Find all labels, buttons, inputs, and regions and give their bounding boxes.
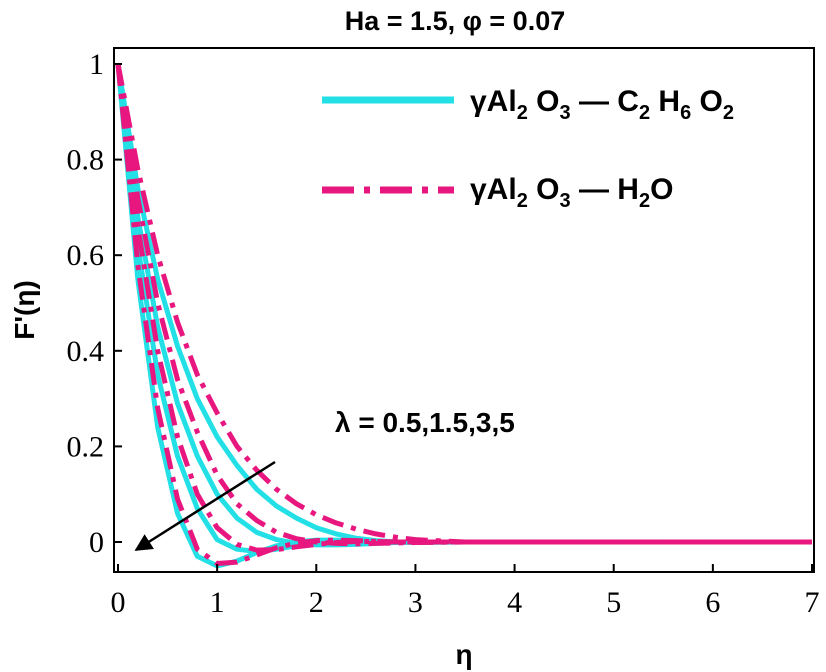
series-layer <box>115 63 812 569</box>
y-ticks: 0 0.2 0.4 0.6 0.8 1 <box>67 48 122 559</box>
legend-text-part: O <box>691 85 723 118</box>
x-tick-label: 1 <box>210 586 225 619</box>
legend-label-ethylene-glycol: γAl2 O3 — C2 H6 O2 <box>470 85 734 124</box>
legend-subscript: 2 <box>517 102 528 124</box>
legend-text-part: γAl <box>470 173 517 206</box>
x-tick-label: 2 <box>309 586 324 619</box>
x-tick-label: 5 <box>606 586 621 619</box>
legend-text-part: — H <box>571 173 639 206</box>
legend: γAl2 O3 — C2 H6 O2 γAl2 O3 — H2O <box>322 85 734 212</box>
legend-text-part: γAl <box>470 85 517 118</box>
legend-subscript: 2 <box>639 102 650 124</box>
legend-text-part: H <box>650 85 680 118</box>
x-ticks: 0 1 2 3 4 5 6 7 <box>111 564 820 619</box>
legend-text-part: — C <box>571 85 639 118</box>
legend-subscript: 3 <box>559 190 570 212</box>
series-line-water-4 <box>115 63 812 545</box>
trend-arrow <box>134 460 276 552</box>
legend-text-part: O <box>528 85 560 118</box>
series-line-ethylene-glycol-3 <box>115 63 812 569</box>
y-tick-label: 0.4 <box>67 335 105 368</box>
legend-text-part: O <box>528 173 560 206</box>
y-tick-label: 0.2 <box>67 430 105 463</box>
lambda-annotation: λ = 0.5,1.5,3,5 <box>335 407 515 438</box>
x-tick-label: 6 <box>705 586 720 619</box>
legend-subscript: 2 <box>517 190 528 212</box>
x-tick-label: 7 <box>805 586 820 619</box>
legend-subscript: 6 <box>680 102 691 124</box>
legend-subscript: 2 <box>639 190 650 212</box>
series-line-water-7 <box>115 63 812 566</box>
x-tick-label: 0 <box>111 586 126 619</box>
x-tick-label: 4 <box>507 586 522 619</box>
y-tick-label: 0.8 <box>67 144 105 177</box>
y-tick-label: 0 <box>89 526 104 559</box>
legend-subscript: 3 <box>559 102 570 124</box>
legend-label-water: γAl2 O3 — H2O <box>470 173 673 212</box>
x-axis-label: η <box>455 639 472 670</box>
series-line-water-6 <box>115 63 812 553</box>
plot-frame <box>113 47 815 573</box>
series-line-ethylene-glycol-1 <box>115 63 812 548</box>
legend-text-part: O <box>650 173 673 206</box>
series-line-ethylene-glycol-0 <box>115 63 812 545</box>
y-tick-label: 1 <box>89 48 104 81</box>
series-line-water-5 <box>115 63 812 547</box>
chart-title: Ha = 1.5, φ = 0.07 <box>345 6 565 36</box>
y-axis-label: F'(η) <box>9 280 40 340</box>
x-tick-label: 3 <box>408 586 423 619</box>
legend-subscript: 2 <box>723 102 734 124</box>
y-tick-label: 0.6 <box>67 239 105 272</box>
